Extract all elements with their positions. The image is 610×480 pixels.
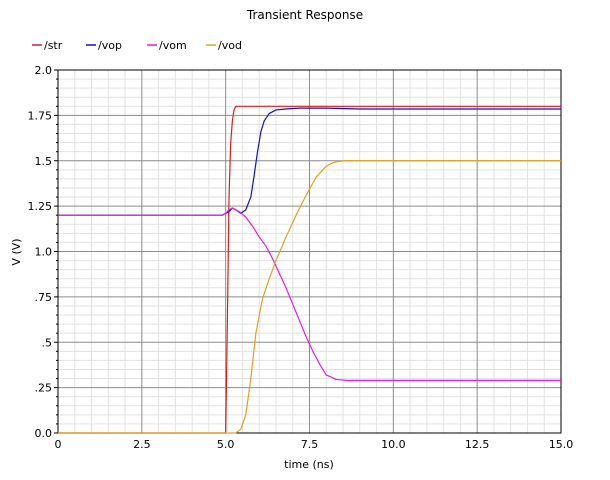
y-tick-label: .5 <box>42 336 53 349</box>
x-tick-label: 12.5 <box>465 438 490 451</box>
series-line-str <box>58 105 561 434</box>
legend-label: /vod <box>218 39 242 52</box>
legend-label: /vop <box>98 39 122 52</box>
x-tick-label: 0 <box>55 438 62 451</box>
series-line-vod <box>58 160 561 434</box>
x-axis-ticks: 0 2.5 5.0 7.5 10.0 12.5 15.0 <box>55 438 574 451</box>
y-tick-label: 1.5 <box>35 155 53 168</box>
legend: /str/vop/vom/vod <box>32 39 242 52</box>
series-line-vom <box>58 207 561 381</box>
x-tick-label: 10.0 <box>381 438 406 451</box>
y-tick-label: .25 <box>35 382 53 395</box>
x-axis-label: time (ns) <box>284 458 334 471</box>
x-tick-label: 5.0 <box>217 438 235 451</box>
major-grid <box>58 70 561 433</box>
y-tick-label: 1.0 <box>35 246 53 259</box>
legend-label: /vom <box>159 39 187 52</box>
x-tick-label: 2.5 <box>133 438 151 451</box>
y-tick-label: 2.0 <box>35 64 53 77</box>
series-lines <box>58 105 561 434</box>
x-tick-label: 7.5 <box>301 438 319 451</box>
y-tick-label: 1.75 <box>28 109 53 122</box>
x-tick-label: 15.0 <box>549 438 574 451</box>
y-axis-ticks: 0.0 .25 .5 .75 1.0 1.25 1.5 1.75 2.0 <box>28 64 58 440</box>
series-line-vop <box>58 107 561 216</box>
y-tick-label: .75 <box>35 291 53 304</box>
legend-item: /vod <box>206 39 242 52</box>
y-tick-label: 1.25 <box>28 200 53 213</box>
chart-title: Transient Response <box>246 8 363 22</box>
y-tick-label: 0.0 <box>35 427 53 440</box>
legend-item: /vom <box>147 39 187 52</box>
legend-item: /str <box>32 39 63 52</box>
legend-item: /vop <box>86 39 122 52</box>
y-axis-label: V (V) <box>10 238 23 265</box>
legend-label: /str <box>44 39 63 52</box>
